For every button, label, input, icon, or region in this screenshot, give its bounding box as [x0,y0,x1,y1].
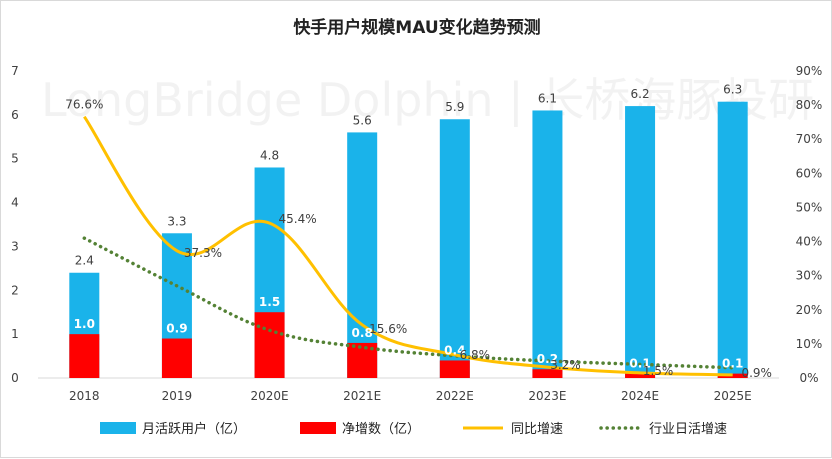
label-yoy-growth: 0.9% [741,366,772,380]
y-right-tick-label: 60% [796,166,823,180]
x-tick-label: 2022E [436,389,474,403]
y-left-tick-label: 6 [11,108,19,122]
x-tick-label: 2018 [69,389,100,403]
y-left-tick-label: 4 [11,196,19,210]
bar-mau [625,106,656,378]
x-tick-label: 2024E [621,389,659,403]
bar-net-increase [439,360,470,378]
y-right-tick-label: 20% [796,303,823,317]
legend-label-net: 净增数（亿） [342,422,420,437]
label-mau: 5.6 [353,113,372,127]
y-right-tick-label: 80% [796,98,823,112]
label-yoy-growth: 37.3% [184,246,222,260]
label-yoy-growth: 1.5% [643,364,674,378]
label-yoy-growth: 3.2% [550,358,581,372]
y-right-tick-label: 40% [796,235,823,249]
bar-net-increase [532,369,563,378]
legend-label-yoy: 同比增速 [511,422,563,437]
chart-title: 快手用户规模MAU变化趋势预测 [293,17,540,38]
legend-label-mau: 月活跃用户（亿） [142,421,246,437]
bar-net-increase [161,338,192,378]
label-mau: 6.2 [631,87,650,101]
label-mau: 4.8 [260,148,279,162]
label-mau: 6.3 [723,83,742,97]
label-mau: 3.3 [167,214,186,228]
watermark: LongBridge Dolphin | 长桥海豚投研 [41,73,814,128]
label-net-increase: 0.4 [444,343,465,357]
y-right-tick-label: 90% [796,64,823,78]
label-net-increase: 0.8 [352,326,373,340]
y-left-tick-label: 2 [11,283,19,297]
y-left-tick-label: 7 [11,64,19,78]
label-net-increase: 0.9 [166,322,187,336]
y-right-tick-label: 0% [799,371,818,385]
x-tick-label: 2019 [162,389,193,403]
legend: 月活跃用户（亿） 净增数（亿） 同比增速 行业日活增速 [100,421,727,437]
data-labels: 2.4 3.3 4.8 5.6 5.9 6.1 6.2 6.3 1.0 0.9 1.5 0.8 0.4 0… [65,83,772,380]
axes: 012345670%10%20%30%40%50%60%70%80%90%201… [11,64,822,403]
x-tick-label: 2023E [528,389,566,403]
x-tick-label: 2025E [714,389,752,403]
y-right-tick-label: 50% [796,200,823,214]
label-net-increase: 1.5 [259,295,280,309]
y-left-tick-label: 1 [11,327,19,341]
label-yoy-growth: 45.4% [279,212,317,226]
label-mau: 6.1 [538,91,557,105]
lines [82,115,735,377]
label-mau: 2.4 [75,254,94,268]
label-net-increase: 1.0 [74,317,95,331]
y-right-tick-label: 30% [796,269,823,283]
y-right-tick-label: 10% [796,337,823,351]
x-tick-label: 2020E [251,389,289,403]
label-net-increase: 0.1 [629,357,650,371]
bar-mau [347,132,378,378]
bar-mau [439,119,470,378]
label-net-increase: 0.2 [537,352,558,366]
label-yoy-growth: 76.6% [65,98,103,112]
legend-label-industry: 行业日活增速 [649,422,727,437]
line-industry-dau-growth [82,236,735,370]
y-right-tick-label: 70% [796,132,823,146]
legend-swatch-net [300,422,336,434]
bar-net-increase [254,312,285,378]
line-yoy-growth [83,115,733,377]
bar-net-increase [69,334,100,378]
bar-mau [717,101,748,378]
y-left-tick-label: 0 [11,371,19,385]
y-left-tick-label: 3 [11,239,19,253]
bar-net-increase [717,373,748,378]
x-tick-label: 2021E [343,389,381,403]
label-net-increase: 0.1 [722,357,743,371]
legend-swatch-mau [100,422,136,434]
bar-net-increase [625,373,656,378]
label-yoy-growth: 6.8% [460,348,491,362]
label-mau: 5.9 [445,100,464,114]
y-left-tick-label: 5 [11,152,19,166]
bars [69,101,748,378]
bar-mau [532,110,563,378]
label-yoy-growth: 15.6% [369,322,407,336]
